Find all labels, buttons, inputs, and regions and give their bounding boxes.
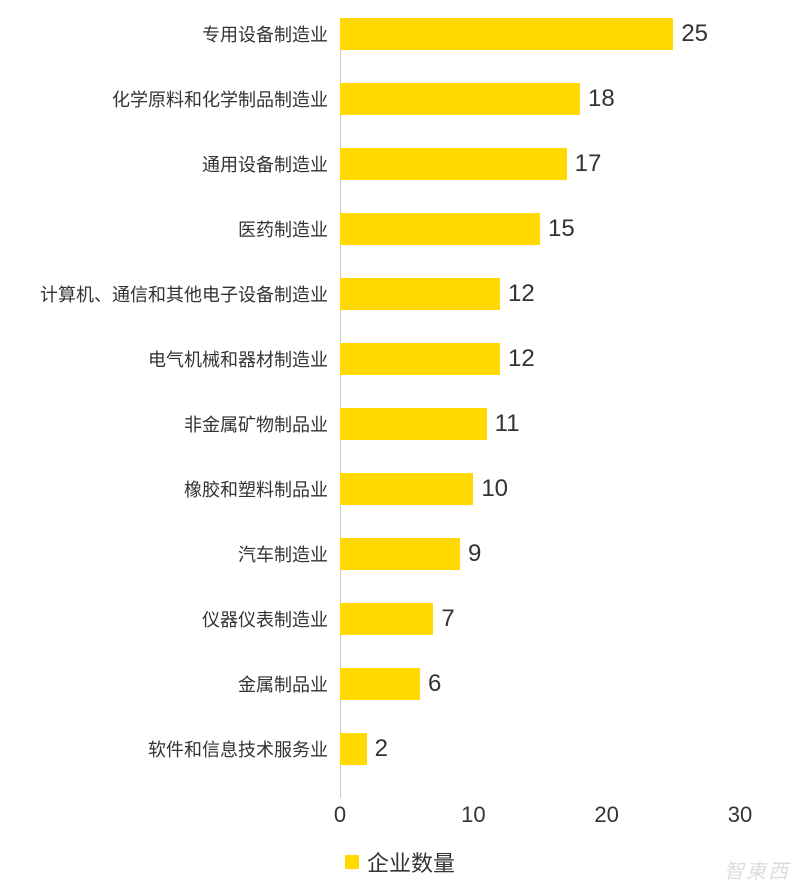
bar-value: 11 — [495, 410, 520, 438]
bar-value: 25 — [681, 20, 708, 48]
bar — [340, 668, 420, 700]
category-label: 化学原料和化学制品制造业 — [112, 86, 328, 112]
x-tick-label: 10 — [461, 802, 485, 828]
legend-item: 企业数量 — [345, 846, 455, 878]
category-label: 橡胶和塑料制品业 — [184, 476, 328, 502]
bar — [340, 733, 367, 765]
legend-swatch — [345, 855, 359, 869]
category-label: 金属制品业 — [238, 671, 328, 697]
bar — [340, 148, 567, 180]
bar — [340, 408, 487, 440]
bar-value: 12 — [508, 280, 535, 308]
bar — [340, 538, 460, 570]
plot-area — [340, 18, 740, 798]
bar — [340, 18, 673, 50]
bar — [340, 603, 433, 635]
bar-value: 10 — [481, 475, 508, 503]
bar — [340, 83, 580, 115]
bar-value: 7 — [441, 605, 454, 633]
bar-value: 18 — [588, 85, 615, 113]
bar-value: 6 — [428, 670, 441, 698]
x-tick-label: 0 — [334, 802, 346, 828]
x-tick-label: 20 — [594, 802, 618, 828]
category-label: 仪器仪表制造业 — [202, 606, 328, 632]
bar — [340, 343, 500, 375]
chart-container: 0 10 20 30 专用设备制造业 25 化学原料和化学制品制造业 18 通用设备制造业 17… — [0, 0, 800, 890]
bar-value: 2 — [375, 735, 388, 763]
x-tick-label: 30 — [728, 802, 752, 828]
category-label: 计算机、通信和其他电子设备制造业 — [40, 281, 328, 307]
category-label: 软件和信息技术服务业 — [148, 736, 328, 762]
category-label: 汽车制造业 — [238, 541, 328, 567]
category-label: 非金属矿物制品业 — [184, 411, 328, 437]
bar — [340, 278, 500, 310]
bar-value: 17 — [575, 150, 602, 178]
bar — [340, 213, 540, 245]
bar-value: 12 — [508, 345, 535, 373]
category-label: 专用设备制造业 — [202, 21, 328, 47]
category-label: 医药制造业 — [238, 216, 328, 242]
legend: 企业数量 — [0, 846, 800, 878]
category-label: 电气机械和器材制造业 — [148, 346, 328, 372]
legend-label: 企业数量 — [367, 846, 455, 878]
bar-value: 9 — [468, 540, 481, 568]
bar — [340, 473, 473, 505]
category-label: 通用设备制造业 — [202, 151, 328, 177]
bar-value: 15 — [548, 215, 575, 243]
